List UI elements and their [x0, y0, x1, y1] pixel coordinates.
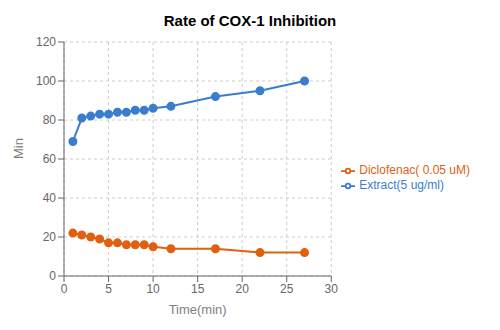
svg-text:20: 20: [43, 230, 57, 244]
svg-text:80: 80: [43, 113, 57, 127]
html-text:Extract(5 ug/ml): Extract(5 ug/ml): [359, 178, 444, 192]
svg-text:15: 15: [191, 282, 205, 296]
svg-text:5: 5: [105, 282, 112, 296]
svg-text:100: 100: [36, 74, 56, 88]
svg-text:0: 0: [61, 282, 68, 296]
svg-text:60: 60: [43, 152, 57, 166]
svg-text:40: 40: [43, 191, 57, 205]
html-text:Diclofenac( 0.05 uM): Diclofenac( 0.05 uM): [359, 163, 470, 178]
svg-text:0: 0: [49, 269, 56, 283]
svg-text:10: 10: [146, 282, 160, 296]
svg-text:25: 25: [280, 282, 294, 296]
svg-text:20: 20: [236, 282, 250, 296]
svg-text:Min: Min: [11, 138, 26, 159]
svg-text:120: 120: [36, 35, 56, 49]
svg-text:Time(min): Time(min): [169, 302, 227, 317]
svg-text:30: 30: [325, 282, 339, 296]
html-text:Rate of COX-1 Inhibition: Rate of COX-1 Inhibition: [163, 12, 337, 29]
